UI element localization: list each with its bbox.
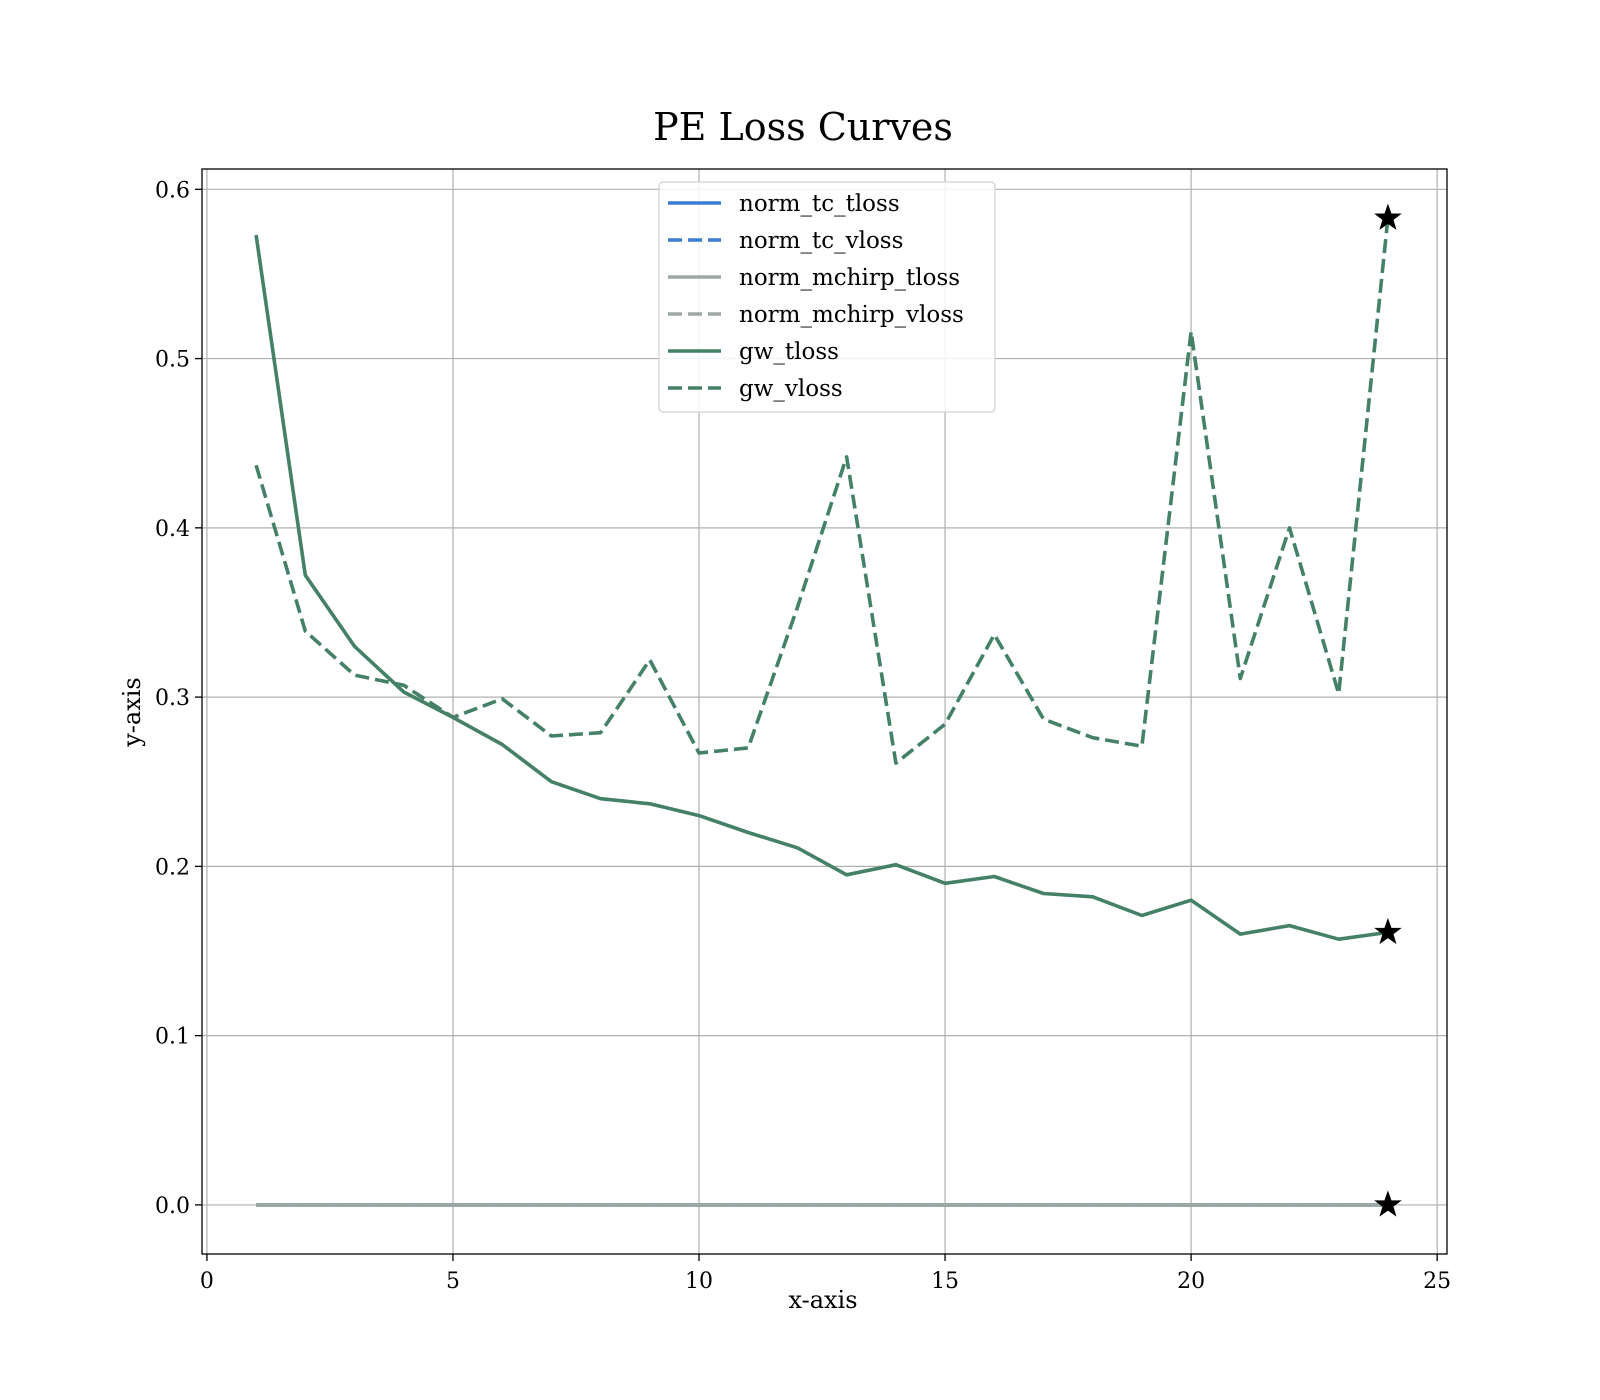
y-tick-label: 0.1	[155, 1025, 190, 1050]
legend-label: norm_mchirp_vloss	[739, 302, 964, 328]
y-axis-label: y-axis	[118, 677, 146, 748]
legend: norm_tc_tloss norm_tc_vloss norm_mchirp_tl…	[658, 181, 996, 413]
ticks: 0 5 10 15 20 25 0.0 0.1 0.2 0.3 0.4 0.5 0.6	[155, 178, 1451, 1294]
x-tick-label: 5	[446, 1269, 460, 1294]
y-tick-label: 0.2	[155, 855, 190, 880]
legend-label: norm_tc_tloss	[739, 191, 900, 217]
x-tick-label: 20	[1177, 1269, 1205, 1294]
series-lines	[254, 217, 1390, 1207]
legend-label: gw_vloss	[739, 376, 843, 402]
legend-label: gw_tloss	[739, 339, 839, 365]
best-markers	[1374, 203, 1402, 1217]
y-tick-label: 0.6	[155, 178, 190, 203]
best-epoch-star-icon	[1374, 203, 1402, 230]
x-axis-label: x-axis	[788, 1286, 857, 1314]
legend-box	[658, 181, 996, 413]
x-tick-label: 25	[1423, 1269, 1451, 1294]
x-tick-label: 15	[931, 1269, 959, 1294]
best-epoch-star-icon	[1374, 917, 1402, 945]
y-tick-label: 0.5	[155, 348, 190, 373]
x-tick-label: 10	[685, 1269, 713, 1294]
series-line-gw_vloss	[254, 217, 1390, 765]
chart-title: PE Loss Curves	[653, 105, 953, 149]
y-tick-label: 0.3	[155, 686, 190, 711]
y-tick-label: 0.4	[155, 517, 190, 542]
y-tick-label: 0.0	[155, 1194, 190, 1219]
plot-frame	[201, 168, 1448, 1255]
series-line-gw_tloss	[254, 234, 1389, 942]
best-epoch-star-icon	[1374, 1190, 1402, 1217]
x-tick-label: 0	[200, 1269, 214, 1294]
legend-label: norm_mchirp_tloss	[739, 265, 960, 291]
legend-label: norm_tc_vloss	[739, 228, 903, 254]
